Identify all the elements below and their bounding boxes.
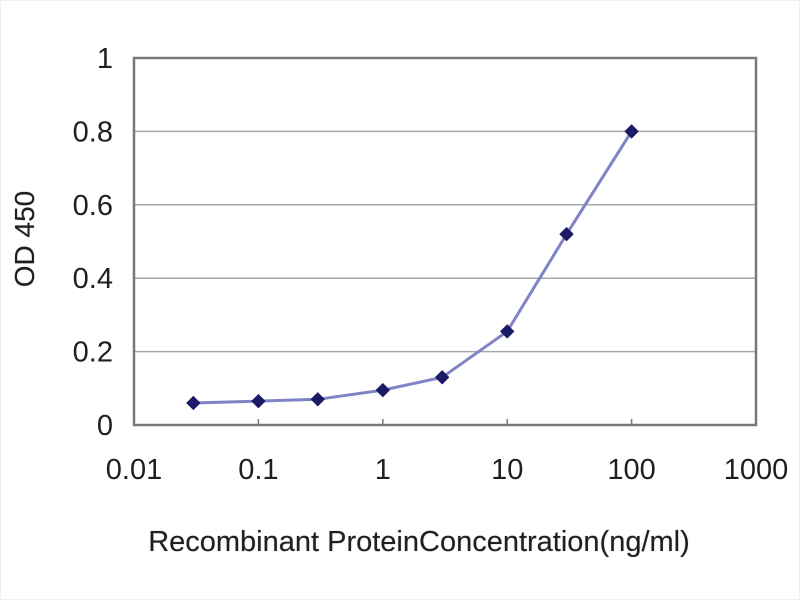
x-axis-title: Recombinant ProteinConcentration(ng/ml)	[148, 526, 690, 558]
y-tick-label: 0.4	[73, 263, 113, 295]
data-point-marker	[186, 395, 201, 411]
x-tick-label: 1000	[724, 454, 789, 486]
data-point-marker	[251, 393, 266, 409]
data-point-marker	[434, 370, 450, 385]
x-tick-label: 1	[375, 454, 391, 486]
y-tick-label: 0.6	[73, 190, 113, 222]
plot-frame	[132, 56, 758, 427]
y-tick-label: 0.8	[73, 116, 113, 148]
x-tick-label: 100	[607, 454, 655, 486]
data-point-marker	[499, 324, 515, 339]
x-tick-label: 0.1	[238, 454, 278, 486]
series-line	[191, 129, 634, 405]
y-tick-label: 0.2	[73, 337, 113, 369]
data-point-marker	[310, 392, 325, 407]
y-axis-title: OD 450	[9, 190, 40, 288]
y-tick-label: 0	[97, 410, 113, 442]
y-tick-label: 1	[97, 43, 113, 75]
data-point-marker	[559, 226, 574, 242]
x-tick-label: 10	[491, 454, 523, 486]
x-tick-label: 0.01	[106, 454, 162, 486]
data-point-marker	[375, 382, 391, 398]
data-point-marker	[624, 124, 639, 139]
